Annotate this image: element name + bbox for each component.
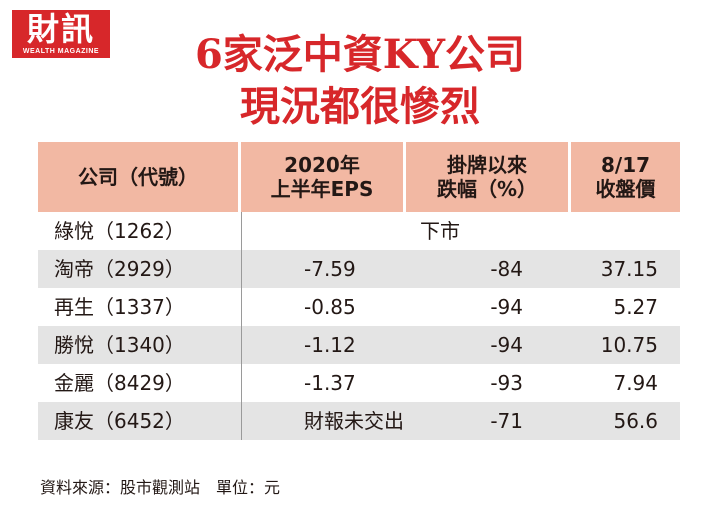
eps-cell: -0.85 <box>241 288 406 326</box>
title-line-1: 6家泛中資KY公司 <box>194 31 526 78</box>
eps-cell: 財報未交出 <box>241 402 406 440</box>
table-header-row: 公司（代號） 2020年 上半年EPS 掛牌以來 跌幅（%） 8/17 收盤價 <box>38 142 680 212</box>
table-row: 綠悅（1262） 下市 <box>38 212 680 250</box>
header-price: 8/17 收盤價 <box>571 142 680 212</box>
table-row: 淘帝（2929） -7.59 -84 37.15 <box>38 250 680 288</box>
change-cell: -71 <box>406 402 571 440</box>
company-cell: 淘帝（2929） <box>38 250 241 288</box>
eps-cell: -7.59 <box>241 250 406 288</box>
table-row: 金麗（8429） -1.37 -93 7.94 <box>38 364 680 402</box>
company-cell: 康友（6452） <box>38 402 241 440</box>
company-cell: 勝悅（1340） <box>38 326 241 364</box>
title-line-2: 現況都很慘烈 <box>240 83 480 130</box>
header-company: 公司（代號） <box>38 142 241 212</box>
table-row: 勝悅（1340） -1.12 -94 10.75 <box>38 326 680 364</box>
header-change: 掛牌以來 跌幅（%） <box>406 142 571 212</box>
eps-cell: -1.37 <box>241 364 406 402</box>
price-cell: 10.75 <box>571 326 680 364</box>
company-cell: 金麗（8429） <box>54 371 185 395</box>
change-cell: -94 <box>490 295 523 319</box>
price-cell: 5.27 <box>613 295 658 319</box>
company-table: 公司（代號） 2020年 上半年EPS 掛牌以來 跌幅（%） 8/17 收盤價 綠悅（… <box>38 142 680 440</box>
table-row: 康友（6452） 財報未交出 -71 56.6 <box>38 402 680 440</box>
eps-cell: -1.12 <box>241 326 406 364</box>
change-cell: -84 <box>406 250 571 288</box>
source-note: 資料來源：股市觀測站 單位：元 <box>40 478 281 497</box>
change-cell: -93 <box>490 371 523 395</box>
price-cell: 56.6 <box>571 402 680 440</box>
status-cell: 下市 <box>241 212 680 250</box>
wealth-magazine-logo: 財訊 WEALTH MAGAZINE <box>12 10 110 58</box>
change-cell: -94 <box>406 326 571 364</box>
company-cell: 再生（1337） <box>54 295 185 319</box>
header-eps: 2020年 上半年EPS <box>241 142 406 212</box>
price-cell: 37.15 <box>571 250 680 288</box>
logo-chinese-text: 財訊 <box>26 10 95 48</box>
price-cell: 7.94 <box>613 371 658 395</box>
table-row: 再生（1337） -0.85 -94 5.27 <box>38 288 680 326</box>
company-cell: 綠悅（1262） <box>54 219 185 243</box>
logo-english-text: WEALTH MAGAZINE <box>22 48 100 55</box>
